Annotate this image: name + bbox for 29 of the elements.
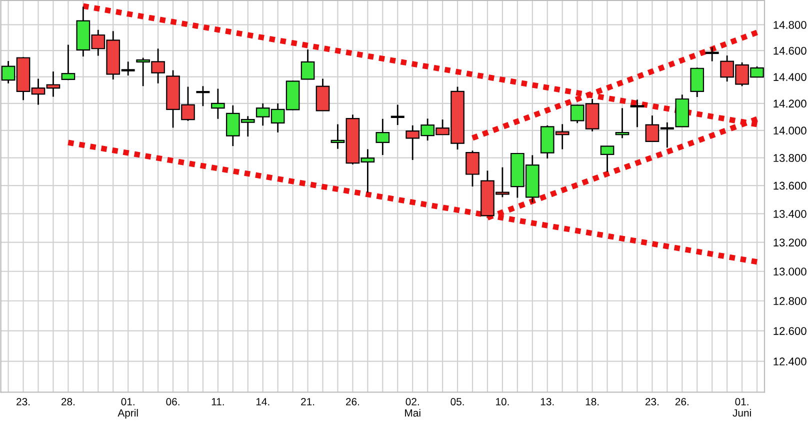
x-tick-label: 23. — [16, 398, 30, 406]
x-tick-label: 11. — [212, 398, 224, 406]
x-tick-label: 21. — [301, 398, 314, 406]
y-tick-label: 14.200 — [774, 100, 806, 108]
x-tick-label: 14. — [256, 398, 270, 406]
y-tick-label: 13.800 — [774, 154, 806, 162]
x-tick-label: 10. — [496, 398, 509, 406]
x-tick-label: 26. — [346, 398, 359, 406]
y-tick-label: 13.200 — [774, 238, 806, 246]
y-tick-label: 14.400 — [774, 73, 806, 81]
y-tick-label: 14.600 — [774, 46, 806, 55]
y-tick-label: 14.800 — [774, 20, 806, 29]
y-tick-label: 12.400 — [774, 358, 806, 366]
y-tick-label: 13.400 — [774, 210, 806, 218]
x-tick-label: 01. April — [118, 398, 138, 419]
x-tick-label: 01. Juni — [732, 398, 751, 417]
y-tick-label: 13.000 — [774, 268, 806, 276]
y-tick-label: 13.600 — [774, 182, 806, 190]
y-tick-label: 12.600 — [774, 327, 806, 335]
x-tick-label: 18. — [586, 398, 599, 406]
x-tick-label: 28. — [61, 398, 74, 406]
x-tick-label: 13. — [540, 398, 554, 406]
y-tick-label: 14.000 — [774, 126, 806, 135]
x-tick-label: 26. — [675, 398, 688, 406]
x-tick-label: 05. — [450, 398, 464, 406]
x-tick-label: 02. Mai — [405, 398, 420, 417]
y-tick-label: 12.800 — [774, 297, 806, 306]
x-tick-label: 06. — [166, 398, 180, 406]
x-tick-label: 23. — [645, 398, 658, 406]
